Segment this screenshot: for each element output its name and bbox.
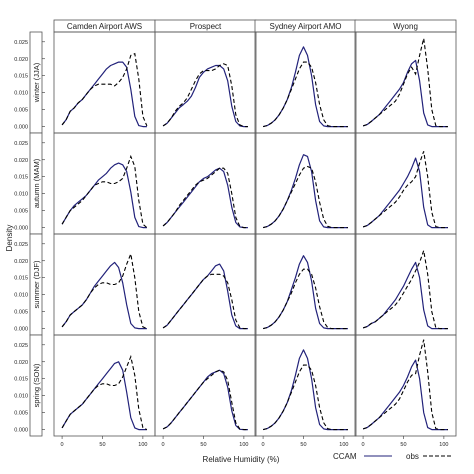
obs-density-line [262,364,348,431]
obs-density-line [362,339,448,431]
obs-density-line [162,369,248,431]
panel-frame [354,334,457,437]
legend: CCAM obs [333,452,452,461]
y-tick-label: 0.010 [14,91,28,97]
y-tick-label: 0.000 [14,428,28,434]
ccam-density-line [362,59,448,128]
panel-frame [354,233,457,336]
panel-frame [354,31,457,134]
ccam-density-line [362,157,448,229]
ccam-density-line [61,361,147,431]
y-tick-label: 0.000 [14,327,28,333]
y-tick-label: 0.025 [14,40,28,46]
ccam-density-line [362,261,448,330]
obs-density-line [262,61,348,128]
y-tick-label: 0.020 [14,360,28,366]
x-tick-label: 100 [239,442,248,448]
obs-density-line [362,151,448,229]
y-tick-label: 0.000 [14,226,28,232]
panel-frame [154,334,257,437]
obs-density-line [61,251,148,330]
y-tick-label: 0.010 [14,394,28,400]
y-tick-label: 0.015 [14,276,28,282]
row-strip-label: autumn (MAM) [32,158,41,208]
obs-density-line [362,250,448,330]
row-strip [29,334,43,437]
y-tick-label: 0.015 [14,377,28,383]
column-strip-label: Wyong [393,22,418,31]
x-tick-label: 0 [362,442,365,448]
ccam-density-line [61,162,147,229]
column-strip-label: Prospect [190,22,222,31]
x-tick-label: 0 [162,442,165,448]
obs-density-line [162,273,248,330]
ccam-density-line [262,255,348,330]
y-tick-label: 0.010 [14,293,28,299]
legend-ccam-label: CCAM [333,452,357,461]
ccam-density-line [162,64,248,128]
y-tick-label: 0.020 [14,259,28,265]
obs-density-line [61,154,148,229]
panel-frame [254,31,357,134]
y-tick-label: 0.020 [14,57,28,63]
y-tick-label: 0.005 [14,209,28,215]
ccam-density-line [162,167,248,229]
obs-density-line [262,268,348,330]
ccam-density-line [61,261,147,330]
row-strip-label: summer (DJF) [32,260,41,308]
y-tick-label: 0.025 [14,141,28,147]
column-strip-label: Camden Airport AWS [67,22,142,31]
column-strip-label: Sydney Airport AMO [269,22,341,31]
y-tick-label: 0.025 [14,343,28,349]
panel-frame [354,132,457,235]
panel-frame [53,31,156,134]
x-tick-label: 0 [262,442,265,448]
y-tick-label: 0.015 [14,74,28,80]
x-tick-label: 0 [61,442,64,448]
panel-frame [154,31,257,134]
x-tick-label: 50 [400,442,406,448]
x-tick-label: 50 [99,442,105,448]
x-tick-label: 50 [300,442,306,448]
x-tick-label: 100 [138,442,147,448]
panel-frame [53,334,156,437]
ccam-density-line [362,359,448,431]
y-axis-label: Density [5,225,14,252]
obs-density-line [262,165,348,229]
ccam-density-line [262,349,348,431]
panel-frame [254,233,357,336]
panel-grid: Camden Airport AWS Prospect Sydney Airport… [14,19,457,448]
panel-frame [154,233,257,336]
row-strip-label: winter (JJA) [32,62,41,103]
ccam-density-line [61,61,147,128]
x-axis-label: Relative Humidity (%) [203,455,280,464]
row-strip-label: spring (SON) [32,363,41,407]
y-tick-label: 0.010 [14,192,28,198]
y-tick-label: 0.005 [14,310,28,316]
panel-frame [53,233,156,336]
obs-density-line [162,167,248,229]
y-tick-label: 0.005 [14,108,28,114]
ccam-density-line [262,154,348,229]
panel-frame [53,132,156,235]
obs-density-line [362,38,448,128]
y-tick-label: 0.005 [14,411,28,417]
ccam-density-line [262,46,348,128]
x-tick-label: 100 [339,442,348,448]
y-tick-label: 0.020 [14,158,28,164]
obs-density-line [162,63,248,128]
y-tick-label: 0.000 [14,125,28,131]
obs-density-line [61,52,148,127]
panel-frame [254,334,357,437]
y-tick-label: 0.025 [14,242,28,248]
panel-frame [254,132,357,235]
x-tick-label: 50 [200,442,206,448]
x-tick-label: 100 [439,442,448,448]
y-tick-label: 0.015 [14,175,28,181]
legend-obs-label: obs [406,452,419,461]
obs-density-line [61,354,148,431]
